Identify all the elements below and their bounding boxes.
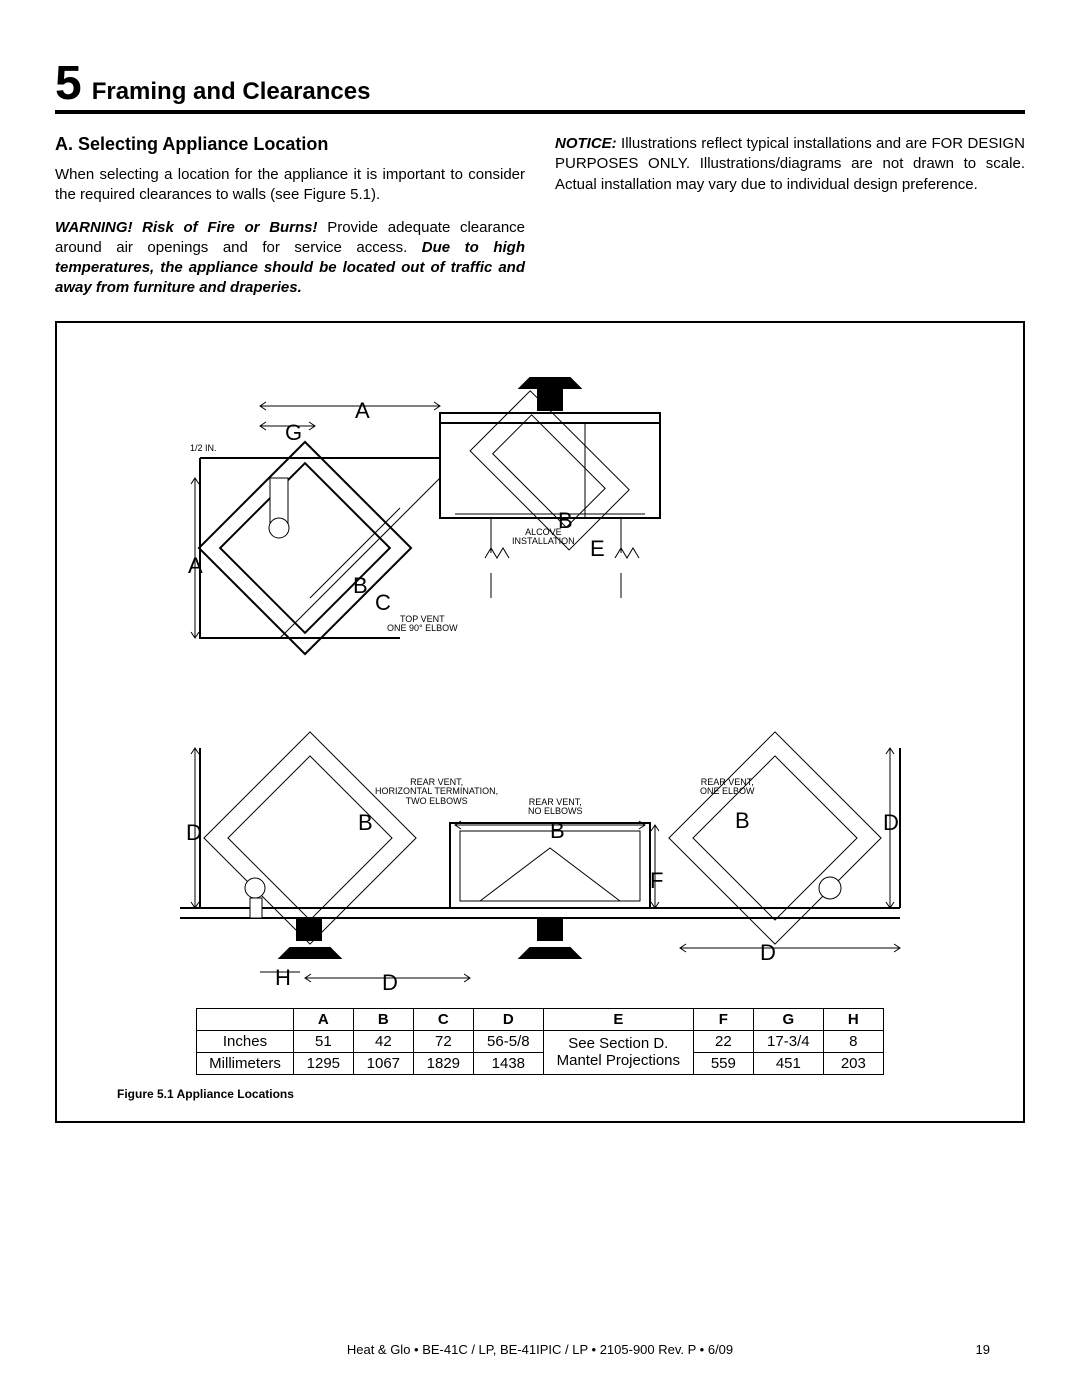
dim-label-D1: D [186, 820, 202, 846]
section-title: Framing and Clearances [92, 78, 371, 106]
table-cell: 559 [693, 1052, 753, 1074]
page-footer: Heat & Glo • BE-41C / LP, BE-41IPIC / LP… [0, 1342, 1080, 1357]
table-cell: 451 [753, 1052, 823, 1074]
table-cell: 8 [823, 1030, 883, 1052]
dim-label-B4: B [550, 818, 565, 844]
table-row: Inches51427256-5/8See Section D.Mantel P… [197, 1030, 884, 1052]
table-cell: 1829 [413, 1052, 473, 1074]
dim-label-C: C [375, 590, 391, 616]
diagram-note-rear_one: REAR VENT,ONE ELBOW [700, 778, 755, 798]
dim-label-B1: B [353, 573, 368, 599]
intro-paragraph: When selecting a location for the applia… [55, 165, 525, 206]
subsection-letter: A. [55, 134, 73, 154]
table-header-E: E [543, 1008, 693, 1030]
diagram-note-rear_none: REAR VENT,NO ELBOWS [528, 798, 583, 818]
table-cell-E-merged: See Section D.Mantel Projections [543, 1030, 693, 1074]
table-header-G: G [753, 1008, 823, 1030]
diagram-note-half_inch: 1/2 IN. [190, 444, 217, 454]
dim-label-E: E [590, 536, 605, 562]
table-cell: 17-3/4 [753, 1030, 823, 1052]
warning-paragraph: WARNING! Risk of Fire or Burns! Provide … [55, 218, 525, 299]
table-row-label: Inches [197, 1030, 294, 1052]
dimension-table: ABCDEFGHInches51427256-5/8See Section D.… [196, 1008, 884, 1075]
dim-label-D3: D [760, 940, 776, 966]
dim-label-F: F [650, 868, 663, 894]
dim-label-A1: A [355, 398, 370, 424]
table-cell: 22 [693, 1030, 753, 1052]
table-cell: 1295 [293, 1052, 353, 1074]
table-header-F: F [693, 1008, 753, 1030]
warning-label: WARNING! Risk of Fire or Burns! [55, 219, 318, 236]
table-header-A: A [293, 1008, 353, 1030]
table-header-row: ABCDEFGH [197, 1008, 884, 1030]
dim-label-B3: B [358, 810, 373, 836]
diagram-wrapper: AGABCBEDBBFBDDHD1/2 IN.ALCOVEINSTALLATIO… [117, 348, 963, 1008]
section-number: 5 [55, 60, 82, 108]
dim-label-H: H [275, 965, 291, 991]
right-column: NOTICE: Illustrations reﬂect typical ins… [555, 134, 1025, 311]
table-header-H: H [823, 1008, 883, 1030]
diagram-svg [140, 348, 940, 1008]
subsection-heading: A. Selecting Appliance Location [55, 134, 525, 155]
table-header-C: C [413, 1008, 473, 1030]
section-header: 5 Framing and Clearances [55, 60, 1025, 114]
table-header-B: B [353, 1008, 413, 1030]
dim-label-G: G [285, 420, 302, 446]
dim-label-D4: D [382, 970, 398, 996]
appliance-location-diagram: AGABCBEDBBFBDDHD1/2 IN.ALCOVEINSTALLATIO… [140, 348, 940, 1008]
table-cell: 72 [413, 1030, 473, 1052]
diagram-note-rear_two: REAR VENT,HORIZONTAL TERMINATION,TWO ELB… [375, 778, 498, 808]
diagram-note-top_vent: TOP VENTONE 90° ELBOW [387, 615, 458, 635]
table-cell: 51 [293, 1030, 353, 1052]
diagram-note-alcove: ALCOVEINSTALLATION [512, 528, 575, 548]
table-cell: 42 [353, 1030, 413, 1052]
notice-paragraph: NOTICE: Illustrations reﬂect typical ins… [555, 134, 1025, 195]
notice-body: Illustrations reﬂect typical installatio… [555, 135, 1025, 193]
subsection-title: Selecting Appliance Location [78, 134, 328, 154]
text-columns: A. Selecting Appliance Location When sel… [55, 134, 1025, 311]
table-cell: 1067 [353, 1052, 413, 1074]
table-header-D: D [473, 1008, 543, 1030]
page-number: 19 [976, 1342, 990, 1357]
table-row: Millimeters1295106718291438 559451203 [197, 1052, 884, 1074]
table-header-blank [197, 1008, 294, 1030]
dim-label-B5: B [735, 808, 750, 834]
table-row-label: Millimeters [197, 1052, 294, 1074]
table-cell: 203 [823, 1052, 883, 1074]
table-cell: 1438 [473, 1052, 543, 1074]
dim-label-A2: A [188, 553, 203, 579]
figure-caption: Figure 5.1 Appliance Locations [117, 1087, 963, 1101]
figure-box: AGABCBEDBBFBDDHD1/2 IN.ALCOVEINSTALLATIO… [55, 321, 1025, 1123]
notice-label: NOTICE: [555, 135, 617, 152]
table-cell: 56-5/8 [473, 1030, 543, 1052]
dim-label-D2: D [883, 810, 899, 836]
left-column: A. Selecting Appliance Location When sel… [55, 134, 525, 311]
